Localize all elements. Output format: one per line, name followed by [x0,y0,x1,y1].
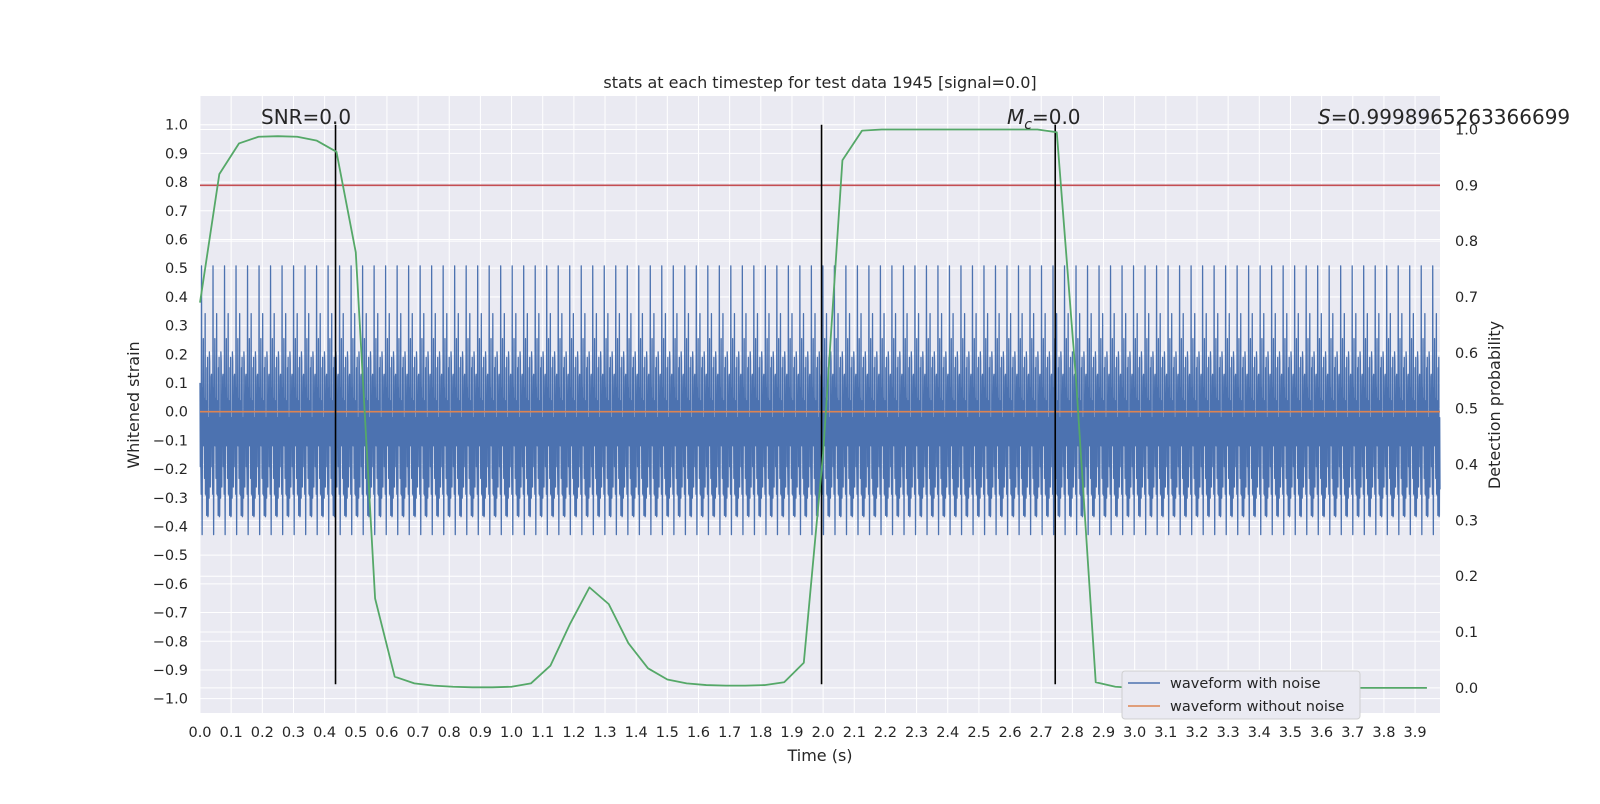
y2-tick-labels: 1.0 0.9 0.8 0.7 0.6 0.5 0.4 0.3 0.2 0.1 0.0 [1455,123,1478,697]
y-tick-label: −0.5 [153,548,188,564]
y-tick-label: 1.0 [165,118,188,134]
y2-axis-label: Detection probability [1485,321,1504,489]
y-tick-label: −0.4 [153,519,188,535]
chirp-mass-annotation: Mc=0.0 [1007,105,1081,133]
y2-tick-label: 0.6 [1455,346,1478,362]
y-tick-label: −1.0 [153,692,188,708]
x-tick-label: 2.1 [843,725,866,741]
score-symbol: S [1318,105,1331,129]
score-value: =0.9998965263366699 [1331,105,1570,129]
y2-tick-label: 0.0 [1455,681,1478,697]
x-tick-label: 1.6 [687,725,710,741]
x-tick-label: 0.7 [407,725,430,741]
x-tick-label: 1.4 [625,725,648,741]
y-tick-label: 0.3 [165,319,188,335]
x-tick-label: 3.2 [1185,725,1208,741]
legend: waveform with noise waveform without noi… [1121,670,1361,720]
x-tick-label: 3.6 [1310,725,1333,741]
y-tick-label: 0.2 [165,347,188,363]
x-tick-label: 1.5 [656,725,679,741]
x-tick-label: 0.5 [344,725,367,741]
x-tick-label: 2.7 [1030,725,1053,741]
x-tick-label: 2.4 [936,725,959,741]
y2-tick-label: 0.3 [1455,513,1478,529]
x-tick-label: 2.8 [1061,725,1084,741]
x-tick-label: 2.9 [1092,725,1115,741]
y2-tick-label: 1.0 [1455,123,1478,139]
y-tick-label: −0.6 [153,577,188,593]
snr-annotation: SNR=0.0 [261,105,351,129]
y-tick-label: −0.8 [153,634,188,650]
y-tick-label: −0.7 [153,606,188,622]
y2-tick-label: 0.9 [1455,178,1478,194]
x-tick-label: 0.0 [188,725,211,741]
x-tick-label: 3.3 [1217,725,1240,741]
x-tick-label: 0.6 [375,725,398,741]
x-tick-label: 3.8 [1372,725,1395,741]
x-tick-label: 2.5 [967,725,990,741]
x-tick-label: 1.2 [562,725,585,741]
x-tick-label: 0.2 [251,725,274,741]
chirp-mass-symbol: M [1007,105,1024,129]
y-tick-label: 0.7 [165,204,188,220]
legend-box [1121,670,1361,720]
x-tick-label: 2.0 [812,725,835,741]
x-tick-label: 1.0 [500,725,523,741]
x-tick-label: 0.8 [438,725,461,741]
legend-label-noise: waveform with noise [1170,676,1321,692]
y2-tick-label: 0.1 [1455,625,1478,641]
x-tick-label: 1.9 [780,725,803,741]
y2-tick-label: 0.5 [1455,402,1478,418]
x-tick-label: 1.1 [531,725,554,741]
x-tick-label: 3.4 [1248,725,1271,741]
x-tick-label: 0.1 [220,725,243,741]
chart-title: stats at each timestep for test data 194… [603,73,1036,92]
chirp-mass-subscript: c [1024,117,1032,133]
y-tick-label: −0.3 [153,491,188,507]
score-annotation: S=0.9998965263366699 [1318,105,1570,129]
legend-label-clean: waveform without noise [1170,699,1344,715]
y-tick-label: 0.6 [165,232,188,248]
x-tick-label: 3.7 [1341,725,1364,741]
x-tick-label: 3.0 [1123,725,1146,741]
y2-tick-label: 0.8 [1455,234,1478,250]
chirp-mass-value: =0.0 [1032,105,1081,129]
x-tick-label: 0.4 [313,725,336,741]
y-tick-label: 0.0 [165,405,188,421]
y-tick-label: −0.2 [153,462,188,478]
x-tick-label: 3.5 [1279,725,1302,741]
y-tick-label: 0.4 [165,290,188,306]
y2-tick-label: 0.7 [1455,290,1478,306]
x-tick-label: 0.9 [469,725,492,741]
y-tick-label: 0.1 [165,376,188,392]
x-tick-label: 1.8 [749,725,772,741]
y-tick-labels: 1.0 0.9 0.8 0.7 0.6 0.5 0.4 0.3 0.2 0.1 0.0 −0.1 −0.… [153,118,188,708]
x-axis-label: Time (s) [786,746,852,765]
x-tick-label: 1.7 [718,725,741,741]
y2-tick-label: 0.4 [1455,458,1478,474]
y-tick-label: −0.9 [153,663,188,679]
x-tick-label: 1.3 [593,725,616,741]
y-axis-label: Whitened strain [124,341,143,468]
y-tick-label: 0.8 [165,175,188,191]
x-tick-label: 3.9 [1404,725,1427,741]
y-tick-label: 0.5 [165,261,188,277]
y-tick-label: −0.1 [153,433,188,449]
x-tick-label: 2.3 [905,725,928,741]
x-tick-labels: 0.0 0.1 0.2 0.3 0.4 0.5 0.6 0.7 0.8 0.9 1.0 1.1 1.2 1… [188,725,1426,741]
x-tick-label: 2.6 [999,725,1022,741]
x-tick-label: 0.3 [282,725,305,741]
y-tick-label: 0.9 [165,146,188,162]
x-tick-label: 3.1 [1154,725,1177,741]
x-tick-label: 2.2 [874,725,897,741]
y2-tick-label: 0.2 [1455,569,1478,585]
